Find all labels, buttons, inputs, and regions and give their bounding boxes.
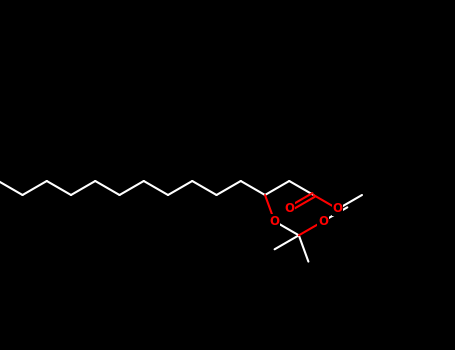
Text: O: O [333, 203, 343, 216]
Text: O: O [284, 203, 294, 216]
Text: O: O [318, 215, 328, 228]
Text: O: O [269, 215, 279, 228]
